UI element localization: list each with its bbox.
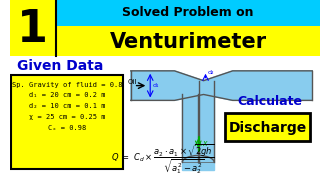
Text: Calculate: Calculate — [237, 95, 302, 108]
Polygon shape — [131, 71, 312, 100]
Text: d₁: d₁ — [152, 83, 159, 88]
Text: d₁ = 20 cm = 0.2 m: d₁ = 20 cm = 0.2 m — [28, 93, 105, 98]
FancyBboxPatch shape — [56, 0, 320, 26]
Text: Sp. Gravity of fluid = 0.8: Sp. Gravity of fluid = 0.8 — [12, 82, 122, 88]
Text: 1: 1 — [17, 8, 48, 51]
Text: Oil: Oil — [128, 79, 137, 85]
FancyBboxPatch shape — [10, 56, 320, 177]
Text: Cₓ = 0.98: Cₓ = 0.98 — [48, 125, 86, 131]
Text: Discharge: Discharge — [228, 121, 307, 135]
FancyBboxPatch shape — [12, 75, 123, 169]
Text: d₂ = 10 cm = 0.1 m: d₂ = 10 cm = 0.1 m — [28, 103, 105, 109]
Polygon shape — [199, 81, 214, 162]
Polygon shape — [182, 162, 214, 170]
Text: Venturimeter: Venturimeter — [109, 32, 267, 52]
Text: d₂: d₂ — [207, 70, 214, 75]
Text: Given Data: Given Data — [17, 59, 103, 73]
Text: Solved Problem on: Solved Problem on — [122, 6, 254, 19]
Text: χ = 25 cm = 0.25 m: χ = 25 cm = 0.25 m — [28, 114, 105, 120]
Text: x: x — [202, 139, 207, 148]
FancyBboxPatch shape — [225, 113, 310, 141]
Polygon shape — [182, 94, 198, 162]
FancyBboxPatch shape — [10, 0, 320, 56]
Text: $Q\ =\ C_d \times \dfrac{a_2 \cdot a_1 \times \sqrt{2gh}}{\sqrt{a_1^2 - a_2^2}}$: $Q\ =\ C_d \times \dfrac{a_2 \cdot a_1 \… — [111, 143, 214, 176]
